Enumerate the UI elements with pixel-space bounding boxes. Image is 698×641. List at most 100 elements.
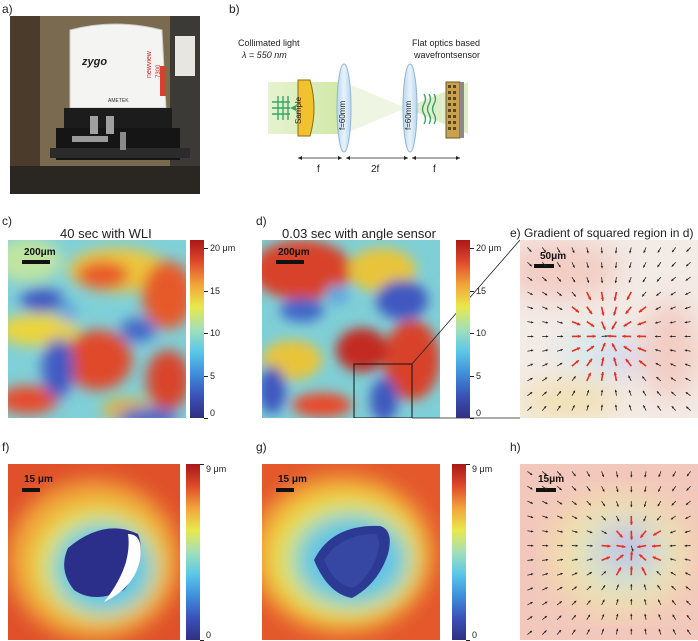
lens1-label: f=60mm xyxy=(338,100,347,130)
gradient-arrowhead xyxy=(586,390,590,393)
gradient-arrowhead xyxy=(545,558,549,562)
gradient-arrowhead xyxy=(685,502,689,505)
gradient-arrowhead xyxy=(670,292,674,296)
gradient-arrowhead xyxy=(622,544,626,549)
gradient-arrowhead xyxy=(625,310,629,314)
gradient-arrowhead xyxy=(559,293,562,296)
colorbar-f xyxy=(186,464,200,640)
gradient-arrowhead xyxy=(559,615,562,618)
gradient-arrowhead xyxy=(658,614,661,617)
gradient-arrowhead xyxy=(631,548,634,552)
gradient-arrowhead xyxy=(639,554,643,558)
gradient-arrowhead xyxy=(544,391,547,395)
gradient-arrowhead xyxy=(671,391,674,395)
gradient-arrowhead xyxy=(530,587,533,590)
gradient-arrowhead xyxy=(684,306,688,310)
gradient-arrowhead xyxy=(559,376,562,380)
gradient-arrowhead xyxy=(558,391,561,394)
gradient-arrowhead xyxy=(629,551,634,555)
panel-label-a: a) xyxy=(2,2,13,16)
gradient-arrowhead xyxy=(530,363,534,366)
gradient-arrowhead xyxy=(654,335,658,338)
gradient-arrowhead xyxy=(657,250,660,253)
colorbar-d-tick-mark xyxy=(470,418,474,419)
colorbar-c-tick-label: 5 xyxy=(210,370,216,381)
gradient-arrowhead xyxy=(642,279,646,283)
gradient-arrowhead xyxy=(657,405,660,409)
sensor-label-line2: wavefrontsensor xyxy=(414,50,481,60)
gradient-arrowhead xyxy=(601,474,605,477)
gradient-arrowhead xyxy=(684,321,688,324)
gradient-arrowhead xyxy=(655,363,659,366)
gradient-arrowhead xyxy=(545,321,549,324)
gradient-arrowhead xyxy=(672,614,675,618)
gradient-arrowhead xyxy=(600,251,604,254)
gradient-arrowhead xyxy=(672,249,675,253)
gradient-arrowhead xyxy=(575,360,579,364)
gradient-arrowhead xyxy=(629,250,632,254)
gradient-arrowhead xyxy=(672,629,676,632)
gradient-arrowhead xyxy=(685,378,688,381)
sample-label: Sample xyxy=(294,96,303,124)
gradient-arrowhead xyxy=(601,628,604,632)
gradient-arrowhead xyxy=(640,534,644,538)
gradient-arrowhead xyxy=(644,474,647,478)
gradient-arrowhead xyxy=(670,363,673,366)
panel-label-h: h) xyxy=(510,440,521,454)
panel-label-d: d) xyxy=(256,214,267,228)
gradient-arrowhead xyxy=(545,501,548,504)
gradient-arrowhead xyxy=(575,558,578,561)
gradient-arrowhead xyxy=(670,572,674,575)
gradient-arrowhead xyxy=(544,616,547,619)
gradient-arrowhead xyxy=(575,309,579,313)
gradient-arrowhead xyxy=(672,600,675,603)
colorbar-g xyxy=(452,464,466,640)
gradient-arrowhead xyxy=(530,515,534,519)
gradient-arrowhead xyxy=(572,250,575,253)
colorbar-f-tick-label: 9 μm xyxy=(206,464,227,474)
gradient-arrowhead xyxy=(560,516,563,519)
gradient-arrowhead xyxy=(572,279,576,283)
gradient-arrowhead xyxy=(531,558,534,562)
gradient-arrowhead xyxy=(657,585,660,588)
gradient-arrowhead xyxy=(559,363,563,366)
gradient-arrowhead xyxy=(644,613,647,617)
gradient-arrowhead xyxy=(627,296,630,300)
gradient-arrowhead xyxy=(589,517,592,520)
gradient-arrowhead xyxy=(560,530,563,533)
gradient-arrowhead xyxy=(628,390,631,393)
gradient-arrowhead xyxy=(558,630,562,633)
gradient-arrowhead xyxy=(544,278,547,282)
gradient-arrowhead xyxy=(606,556,610,560)
scalebar-h: 15μm xyxy=(538,474,564,485)
distance-f1: f xyxy=(317,164,320,175)
gradient-arrowhead xyxy=(544,630,547,633)
gradient-arrowhead xyxy=(685,392,689,395)
colorbar-d-tick-mark xyxy=(470,333,474,335)
gradient-arrowhead xyxy=(658,628,661,632)
gradient-arrowhead xyxy=(607,334,611,338)
selection-square xyxy=(353,363,413,418)
gradient-arrowhead xyxy=(686,263,689,267)
gradient-arrowhead xyxy=(657,264,660,268)
gradient-arrowhead xyxy=(686,615,690,618)
gradient-arrowhead xyxy=(651,544,656,548)
gradient-arrowhead xyxy=(607,544,611,548)
colorbar-c-tick-mark xyxy=(204,248,208,250)
gradient-arrowhead xyxy=(573,488,577,491)
gradient-arrowhead xyxy=(573,376,576,379)
gradient-arrowhead xyxy=(572,390,576,394)
gradient-arrowhead xyxy=(588,310,593,315)
gradient-arrowhead xyxy=(558,264,561,268)
gradient-arrowhead xyxy=(543,264,547,267)
gradient-arrowhead xyxy=(530,306,534,310)
colorbar-c-tick-label: 0 xyxy=(210,408,216,418)
scalebar-d: 200μm xyxy=(278,247,310,258)
gradient-arrowhead xyxy=(616,584,619,587)
gradient-arrowhead xyxy=(590,346,595,350)
panel-label-f: f) xyxy=(2,440,10,454)
gradient-arrowhead xyxy=(684,530,688,533)
gradient-arrowhead xyxy=(685,292,688,295)
gradient-arrowhead xyxy=(545,516,548,519)
photo-model-sub: 7300 xyxy=(156,64,162,78)
